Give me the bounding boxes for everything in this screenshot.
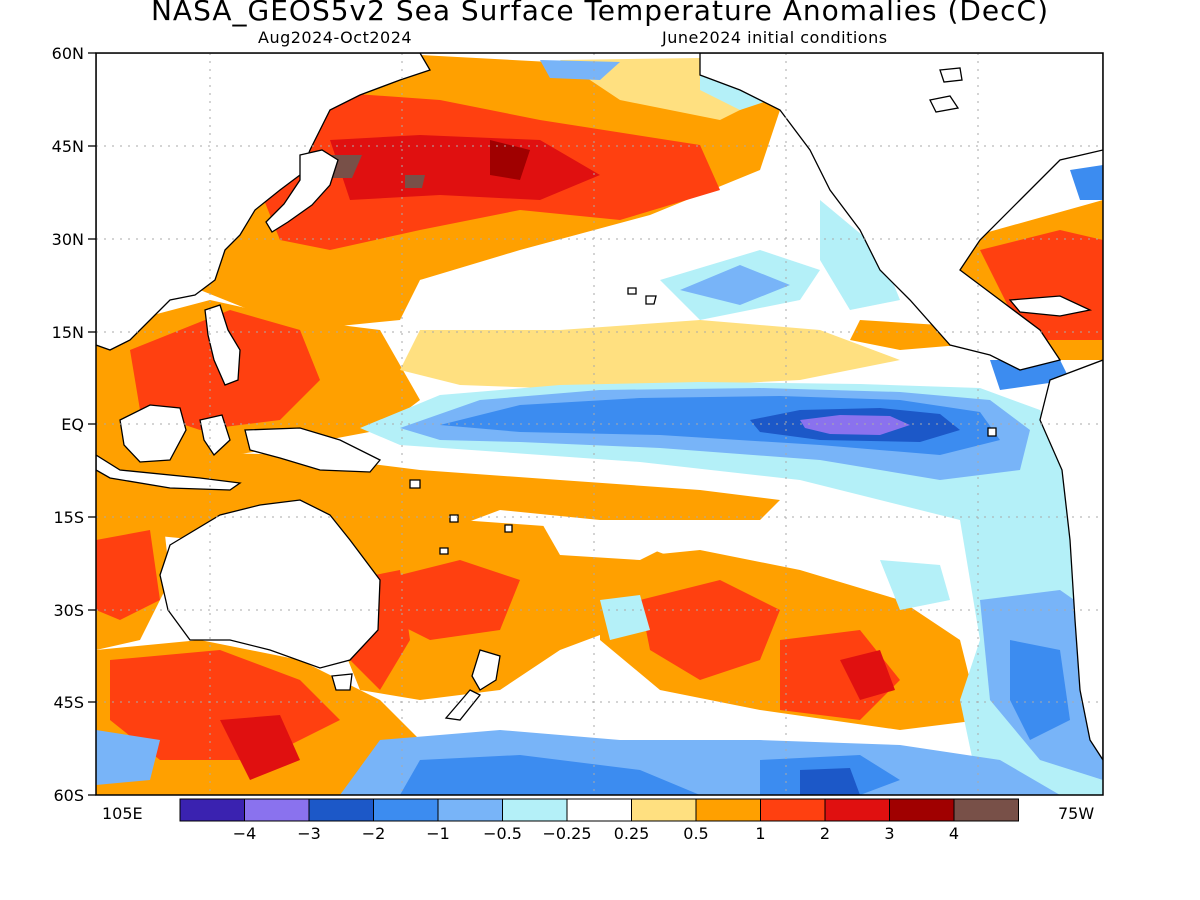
colorbar-swatch [631,798,697,822]
lat-label-15s: 15S [53,508,84,527]
lat-label-eq: EQ [61,415,84,434]
colorbar-label: 3 [884,824,895,843]
lat-label-30n: 30N [51,230,84,249]
lat-ticks [88,52,96,796]
colorbar-swatch [760,798,826,822]
colorbar-label: 1 [755,824,766,843]
lat-label-30s: 30S [53,601,84,620]
colorbar-label: 2 [819,824,831,843]
colorbar-swatch [824,798,890,822]
colorbar-label: −4 [232,824,257,843]
colorbar-swatch [179,798,245,822]
colorbar-label: 4 [948,824,960,843]
colorbar-label: 0.25 [613,824,650,843]
colorbar-label: −1 [426,824,450,843]
initial-conditions: June2024 initial conditions [662,28,888,47]
colorbar-label: −3 [297,824,321,843]
map-title: NASA_GEOS5v2 Sea Surface Temperature Ano… [150,0,1050,27]
lat-label-15n: 15N [51,323,84,342]
colorbar-swatch [566,798,632,822]
lat-label-45n: 45N [51,137,84,156]
colorbar-swatch [502,798,568,822]
forecast-period: Aug2024-Oct2024 [258,28,413,47]
lat-label-45s: 45S [53,693,84,712]
colorbar-swatch [308,798,374,822]
colorbar-swatch [373,798,439,822]
colorbar-swatch [889,798,955,822]
coastlines [96,53,1103,762]
colorbar-swatch [695,798,761,822]
colorbar-label: −0.25 [542,824,592,843]
lon-label-right: 75W [1058,804,1095,823]
colorbar [179,798,1019,822]
lat-label-60n: 60N [51,44,84,63]
colorbar-swatch [244,798,310,822]
colorbar-swatch [437,798,503,822]
colorbar-label: −0.5 [483,824,522,843]
colorbar-swatch [953,798,1019,822]
colorbar-label: 0.5 [683,824,709,843]
anomaly-field [96,53,1103,795]
lat-label-60s: 60S [53,786,84,805]
colorbar-label: −2 [361,824,386,843]
lon-label-left: 105E [102,804,143,823]
